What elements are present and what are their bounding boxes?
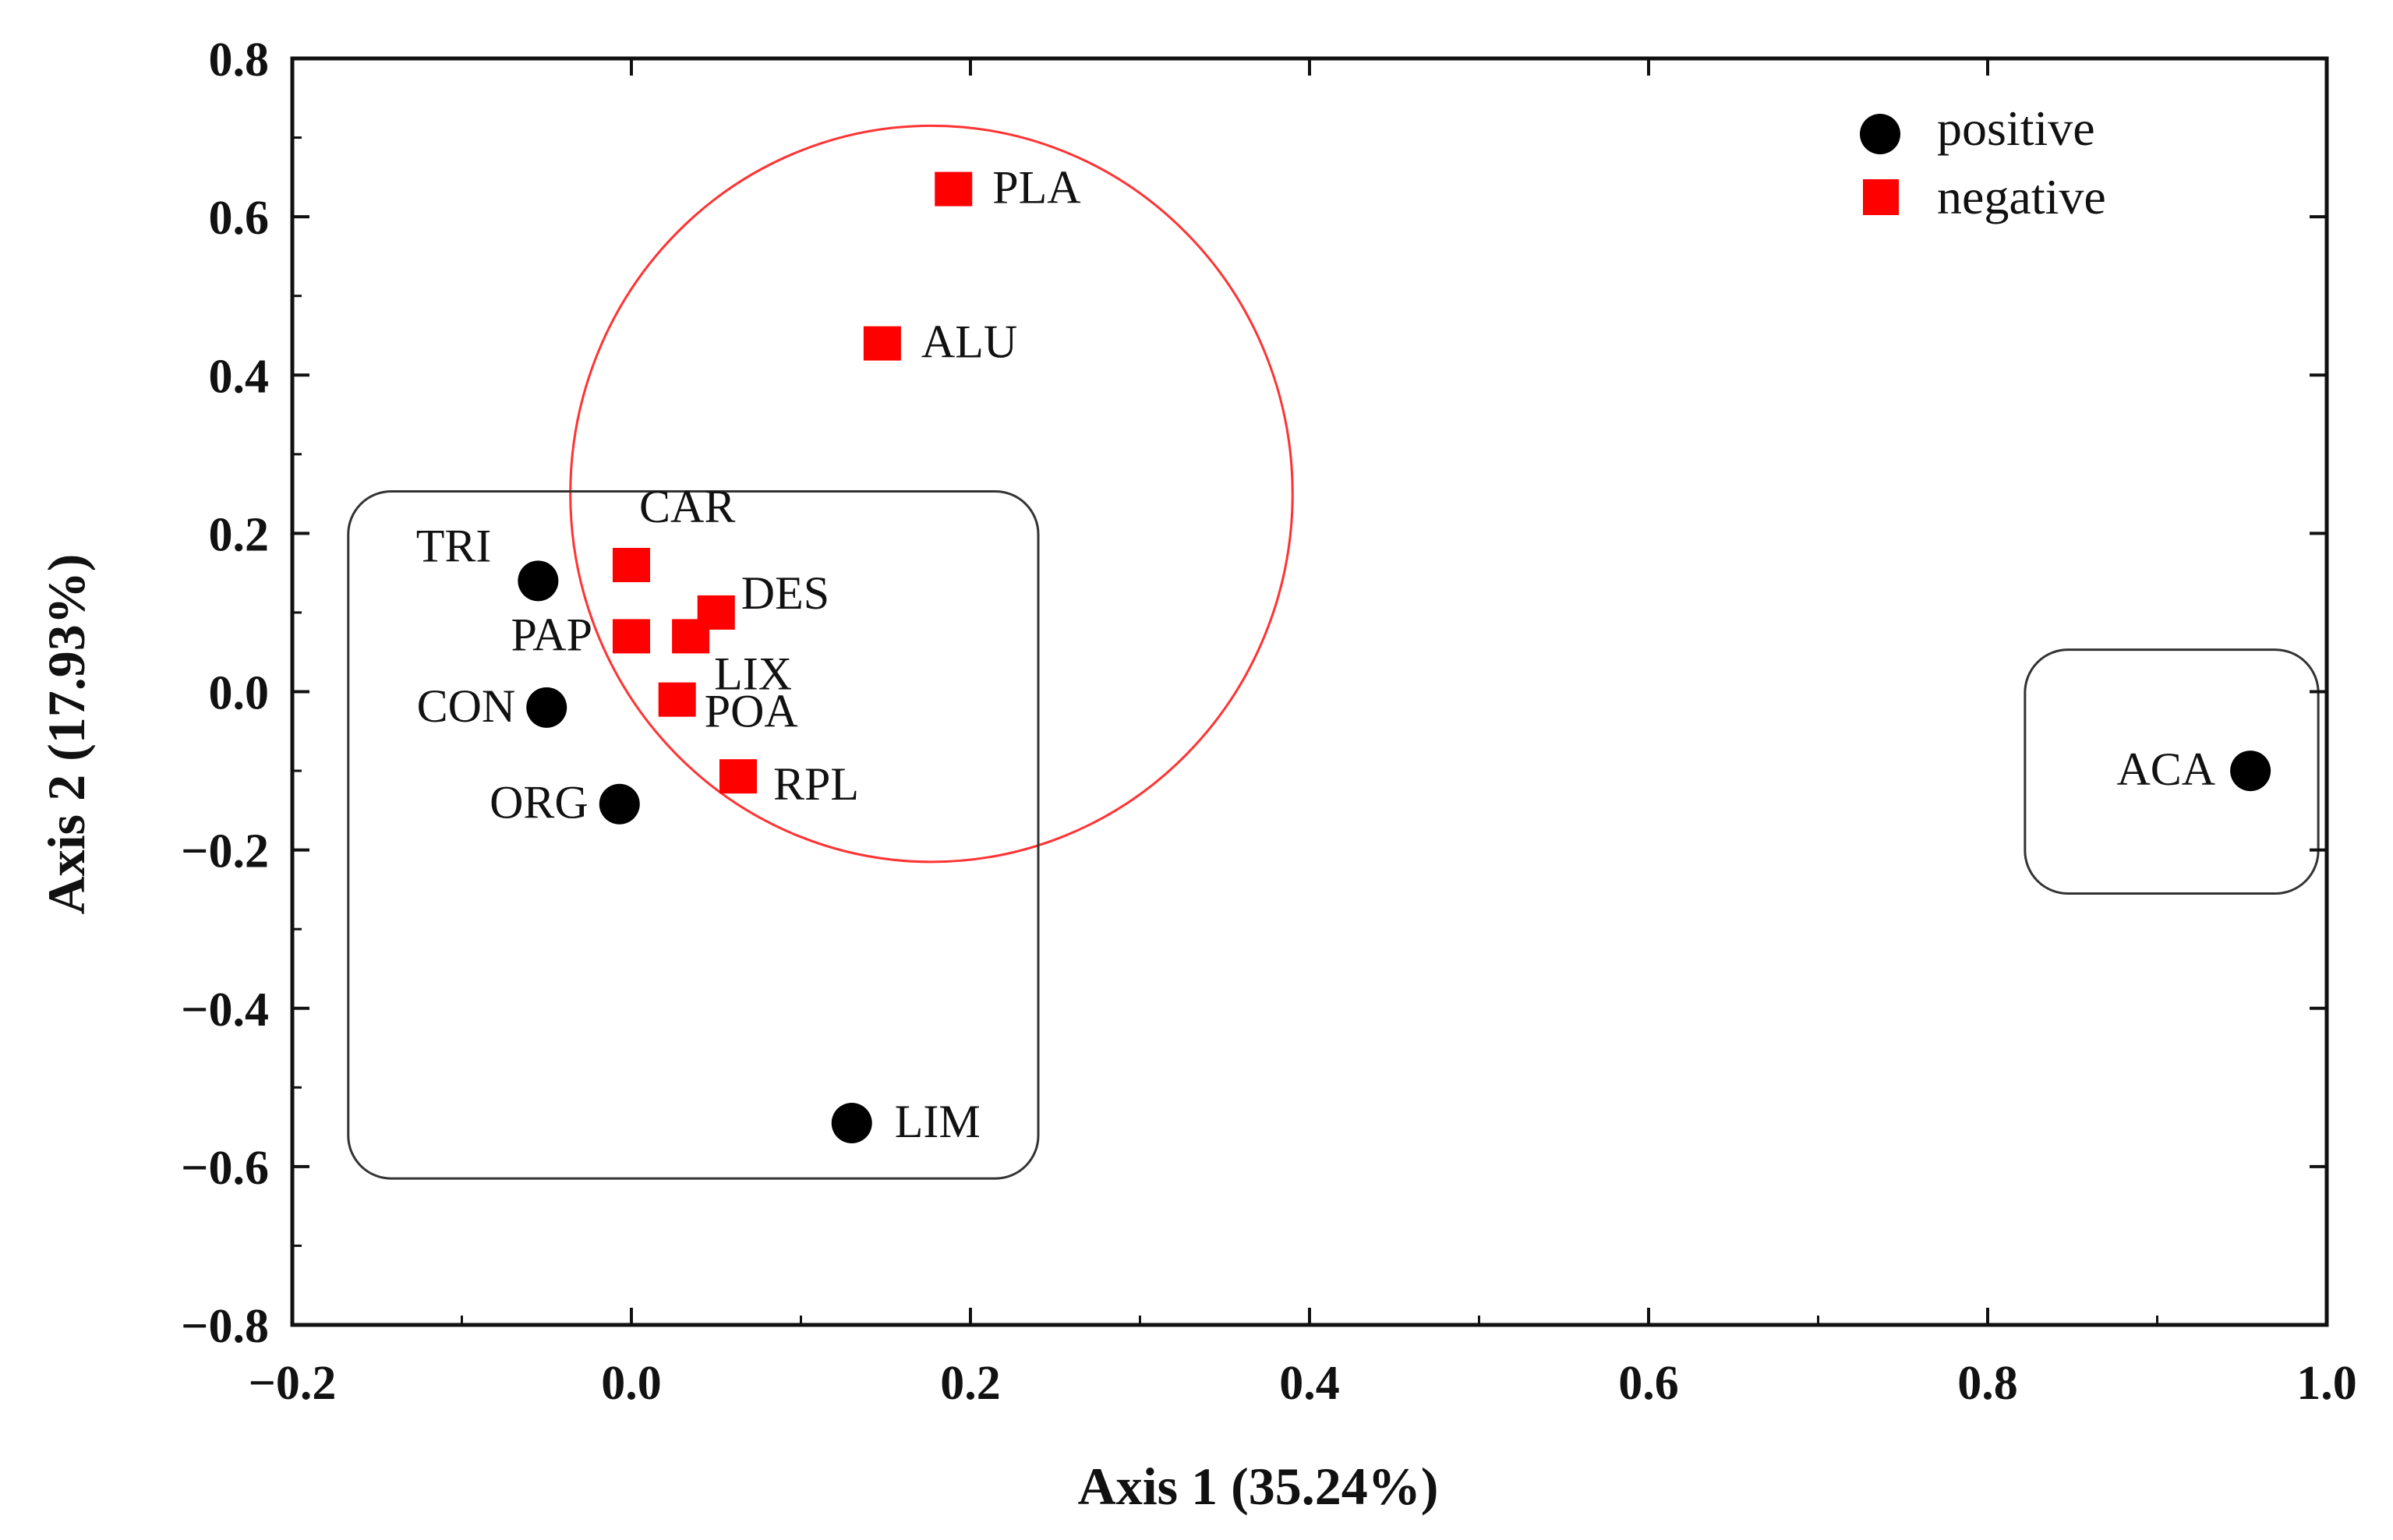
point-org xyxy=(599,783,640,825)
x-tick-label: 1.0 xyxy=(2296,1357,2357,1410)
legend-negative-label: negative xyxy=(1937,169,2106,224)
point-label-con: CON xyxy=(417,680,516,732)
x-tick-label: 0.2 xyxy=(940,1357,1001,1410)
point-car xyxy=(613,548,650,582)
y-tick-label: −0.8 xyxy=(181,1300,269,1353)
point-aca xyxy=(2230,751,2271,792)
y-tick-label: 0.4 xyxy=(209,350,270,403)
point-label-org: ORG xyxy=(490,777,589,828)
x-tick-label: 0.0 xyxy=(601,1357,662,1410)
y-tick-label: 0.8 xyxy=(209,34,270,87)
legend: positive negative xyxy=(1860,101,2106,224)
point-label-rpl: RPL xyxy=(773,758,859,810)
y-tick-label: 0.0 xyxy=(209,667,270,720)
aca-box xyxy=(2024,648,2320,895)
annotations-layer xyxy=(347,124,2320,1180)
legend-positive-label: positive xyxy=(1937,101,2095,156)
y-tick-label: −0.6 xyxy=(181,1142,269,1195)
y-tick-label: −0.2 xyxy=(181,825,269,878)
point-label-pap: PAP xyxy=(511,609,592,660)
x-tick-label: 0.6 xyxy=(1618,1357,1679,1410)
x-tick-label: −0.2 xyxy=(249,1357,337,1410)
y-tick-label: −0.4 xyxy=(181,984,269,1037)
point-lix xyxy=(672,619,710,654)
point-label-pla: PLA xyxy=(992,162,1080,214)
point-label-aca: ACA xyxy=(2116,744,2215,795)
point-pla xyxy=(935,171,973,207)
y-axis-title: Axis 2 (17.93%) xyxy=(37,554,96,915)
x-tick-label: 0.8 xyxy=(1957,1357,2018,1410)
point-label-des: DES xyxy=(741,567,829,619)
point-alu xyxy=(863,326,901,361)
legend-negative-marker xyxy=(1863,179,1899,215)
point-label-car: CAR xyxy=(639,481,735,532)
ticks-layer: −0.2 0.0 0.2 0.4 0.6 0.8 1.0 −0.8 −0.6 −0.4 −0.2 0.… xyxy=(181,34,2357,1410)
point-label-lix: LIX xyxy=(714,648,792,699)
x-tick-label: 0.4 xyxy=(1279,1357,1340,1410)
x-axis-title: Axis 1 (35.24%) xyxy=(1078,1457,1439,1516)
positive-group-box xyxy=(347,490,1040,1180)
y-tick-label: 0.2 xyxy=(209,508,270,561)
point-label-alu: ALU xyxy=(921,316,1017,368)
point-pap xyxy=(613,619,650,654)
point-lim xyxy=(831,1103,872,1144)
point-label-poa: POA xyxy=(705,686,798,737)
y-tick-label: 0.6 xyxy=(209,192,270,245)
point-label-tri: TRI xyxy=(416,520,492,571)
point-tri xyxy=(518,560,559,602)
point-rpl xyxy=(719,759,758,794)
point-label-lim: LIM xyxy=(895,1096,981,1147)
legend-positive-marker xyxy=(1860,114,1900,154)
point-poa xyxy=(658,682,696,717)
negative-group-circle xyxy=(569,124,1294,864)
point-con xyxy=(526,687,567,728)
